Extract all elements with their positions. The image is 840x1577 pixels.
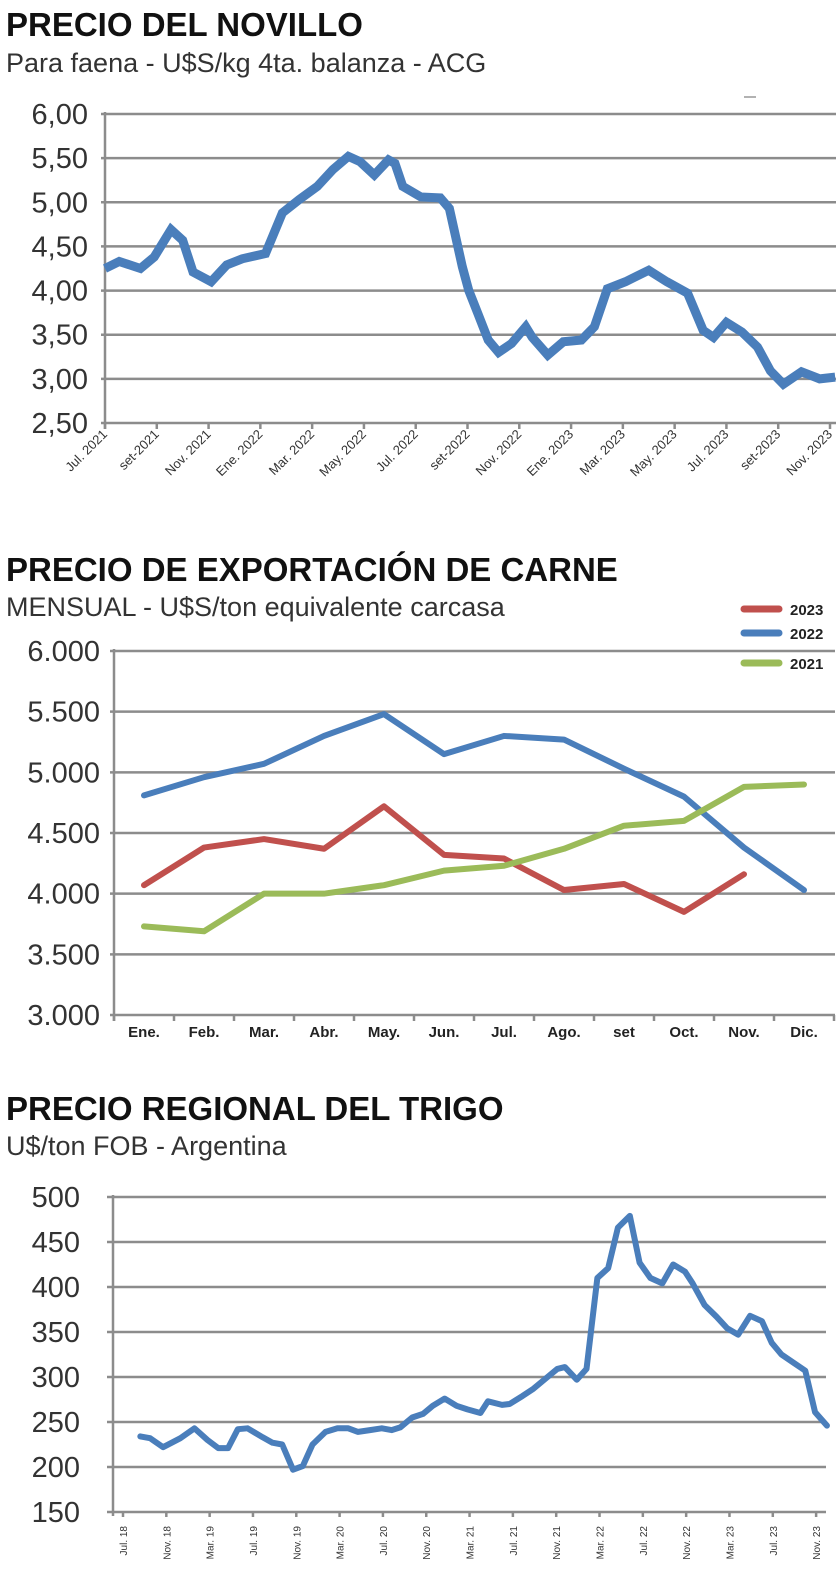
chart1-subtitle: Para faena - U$S/kg 4ta. balanza - ACG [6, 48, 486, 78]
x-tick-label: Nov. 2022 [473, 427, 525, 479]
x-tick-label: Jul. 22 [639, 1526, 650, 1556]
legend-label-2021: 2021 [790, 656, 823, 673]
chart2-exportacion: 6.000 5.500 5.000 4.500 4.000 3.500 3.000 Ene. F… [27, 602, 836, 1041]
chart2-title: PRECIO DE EXPORTACIÓN DE CARNE [6, 551, 618, 588]
chart3-trigo: 500 450 400 350 300 250 200 150 Jul. 18 Nov. 18 Ma… [32, 1182, 830, 1560]
x-tick-label: Nov. 23 [812, 1526, 823, 1560]
y-tick-label: 200 [32, 1452, 80, 1484]
y-tick-label: 3.000 [27, 1000, 100, 1032]
x-tick-label: Nov. 19 [292, 1526, 303, 1560]
y-tick-label: 3.500 [27, 939, 100, 971]
y-tick-label: 150 [32, 1497, 80, 1529]
x-tick-label: Ene. [128, 1024, 160, 1041]
y-tick-label: 5.000 [27, 757, 100, 789]
x-tick-label: May. 2022 [316, 427, 369, 480]
x-tick-label: Ene. 2022 [213, 427, 266, 480]
x-tick-label: Feb. [189, 1024, 220, 1041]
x-tick-label: May. [368, 1024, 400, 1041]
series-line-2021 [141, 781, 807, 935]
series-line-2023 [141, 803, 747, 915]
y-tick-label: 4.500 [27, 818, 100, 850]
y-tick-label: 250 [32, 1407, 80, 1439]
trigo-price-line [137, 1212, 830, 1473]
novillo-price-line [103, 151, 836, 390]
y-tick-label: 400 [32, 1272, 80, 1304]
x-tick-label: Mar. 21 [466, 1526, 477, 1560]
chart1-title: PRECIO DEL NOVILLO [6, 6, 363, 43]
chart3-subtitle: U$/ton FOB - Argentina [6, 1131, 288, 1161]
x-tick-label: set [613, 1024, 635, 1041]
legend-label-2023: 2023 [790, 602, 823, 619]
x-tick-label: Jul. 18 [119, 1526, 130, 1556]
y-tick-label: 3,00 [32, 364, 88, 396]
y-tick-label: 6,00 [32, 99, 88, 131]
x-tick-label: Jul. 2023 [684, 427, 732, 475]
y-tick-label: 350 [32, 1317, 80, 1349]
x-tick-label: Mar. 2022 [266, 427, 317, 478]
x-tick-label: Mar. 22 [596, 1526, 607, 1560]
y-tick-label: 5,50 [32, 143, 88, 175]
chart2-subtitle: MENSUAL - U$S/ton equivalente carcasa [6, 592, 506, 622]
x-tick-label: Jul. 2022 [373, 427, 421, 475]
x-tick-label: Jul. 20 [379, 1526, 390, 1556]
x-tick-label: Abr. [309, 1024, 338, 1041]
chart3-title: PRECIO REGIONAL DEL TRIGO [6, 1090, 504, 1127]
x-tick-label: Jul. [491, 1024, 517, 1041]
y-tick-label: 4,50 [32, 231, 88, 263]
x-tick-label: Mar. 19 [206, 1526, 217, 1560]
x-tick-label: set-2021 [116, 427, 162, 473]
x-tick-label: Mar. 20 [336, 1526, 347, 1560]
series-line-2022 [141, 711, 807, 894]
x-tick-label: Mar. 23 [725, 1526, 736, 1560]
x-tick-label: Nov. 18 [162, 1526, 173, 1560]
x-tick-label: Nov. [728, 1024, 759, 1041]
x-tick-label: Jun. [429, 1024, 460, 1041]
x-tick-label: Ene. 2023 [524, 427, 577, 480]
y-tick-label: 3,50 [32, 320, 88, 352]
x-tick-label: Jul. 23 [769, 1526, 780, 1556]
y-tick-label: 5,00 [32, 187, 88, 219]
x-tick-label: set-2022 [426, 427, 472, 473]
chart1-novillo: 6,00 5,50 5,00 4,50 4,00 3,50 3,00 2,50 Jul. 202… [32, 99, 836, 479]
y-tick-label: 500 [32, 1182, 80, 1214]
x-tick-label: Oct. [669, 1024, 698, 1041]
x-tick-label: Nov. 22 [682, 1526, 693, 1560]
x-tick-label: Ago. [547, 1024, 580, 1041]
y-tick-label: 5.500 [27, 697, 100, 729]
x-tick-label: May. 2023 [627, 427, 680, 480]
y-tick-label: 4,00 [32, 276, 88, 308]
x-tick-label: Jul. 19 [249, 1526, 260, 1556]
y-tick-label: 450 [32, 1227, 80, 1259]
x-tick-label: Mar. [249, 1024, 279, 1041]
x-tick-label: Nov. 2021 [162, 427, 214, 479]
y-tick-label: 300 [32, 1362, 80, 1394]
y-tick-label: 6.000 [27, 636, 100, 668]
x-tick-label: Mar. 2023 [576, 427, 627, 478]
x-tick-label: Jul. 21 [509, 1526, 520, 1556]
x-tick-label: Dic. [790, 1024, 818, 1041]
x-tick-label: Nov. 2023 [783, 427, 835, 479]
legend-label-2022: 2022 [790, 626, 823, 643]
x-tick-label: Nov. 20 [422, 1526, 433, 1560]
y-tick-label: 2,50 [32, 408, 88, 440]
y-tick-label: 4.000 [27, 879, 100, 911]
x-tick-label: set-2023 [737, 427, 783, 473]
x-tick-label: Nov. 21 [552, 1526, 563, 1560]
